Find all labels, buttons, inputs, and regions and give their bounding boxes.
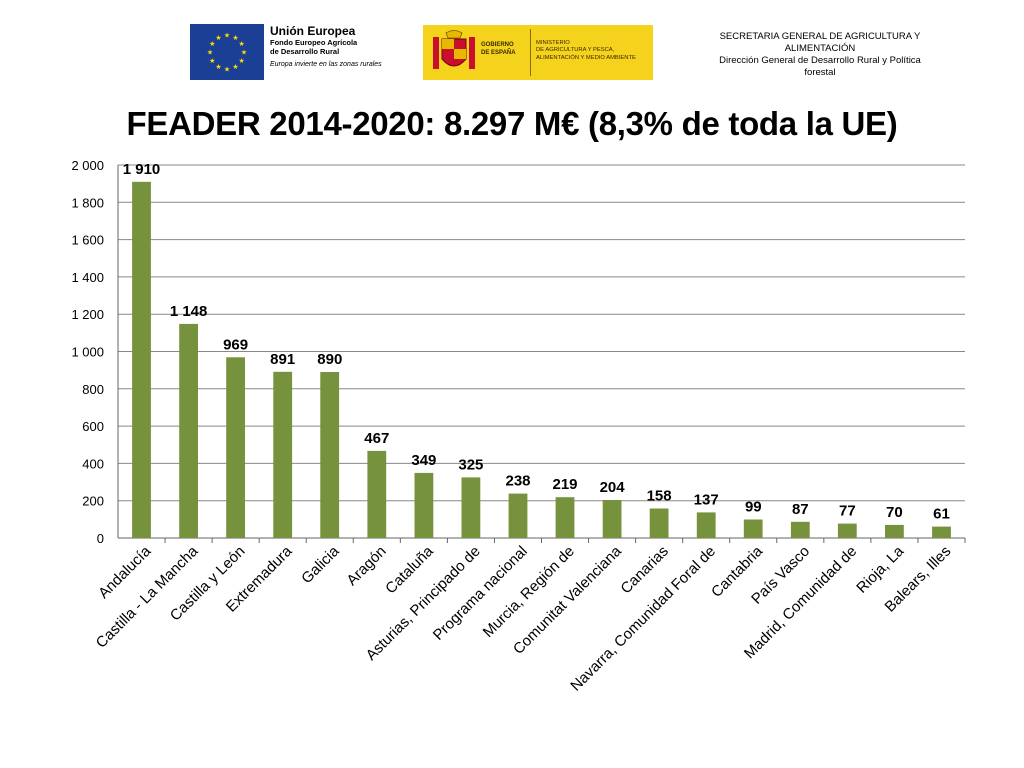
y-tick-label: 2 000 bbox=[71, 158, 104, 173]
y-tick-label: 1 600 bbox=[71, 233, 104, 248]
spain-government-logo: GOBIERNO DE ESPAÑA MINISTERIO DE AGRICUL… bbox=[423, 25, 653, 80]
y-tick-label: 1 200 bbox=[71, 307, 104, 322]
y-tick-label: 600 bbox=[82, 419, 104, 434]
eu-star-icon: ★ bbox=[239, 57, 245, 65]
chart-title: FEADER 2014-2020: 8.297 M€ (8,3% de toda… bbox=[126, 105, 898, 142]
y-tick-label: 800 bbox=[82, 382, 104, 397]
data-label: 238 bbox=[505, 473, 530, 490]
eu-fund-line2: de Desarrollo Rural bbox=[270, 47, 340, 56]
eu-logo: ★ ★ ★ ★ ★ ★ ★ ★ ★ ★ ★ ★ Unión Europea Fondo Europeo… bbox=[190, 24, 400, 82]
data-label: 87 bbox=[792, 501, 809, 518]
data-label: 204 bbox=[600, 479, 626, 496]
eu-star-icon: ★ bbox=[241, 49, 247, 57]
data-label: 467 bbox=[364, 430, 389, 447]
bar bbox=[555, 497, 575, 538]
y-tick-label: 0 bbox=[97, 531, 104, 546]
ministerio-text: MINISTERIO DE AGRICULTURA Y PESCA, ALIME… bbox=[536, 40, 651, 62]
bar bbox=[320, 372, 340, 538]
data-label: 219 bbox=[552, 476, 577, 493]
eu-star-icon: ★ bbox=[209, 57, 215, 65]
direccion-line2: forestal bbox=[804, 67, 836, 78]
eu-star-icon: ★ bbox=[232, 34, 238, 42]
bar bbox=[461, 477, 481, 538]
data-label: 890 bbox=[317, 351, 342, 368]
x-tick-label: Aragón bbox=[343, 543, 389, 589]
eu-star-icon: ★ bbox=[209, 40, 215, 48]
bar bbox=[508, 493, 528, 538]
x-tick-label: Galicia bbox=[298, 542, 343, 587]
data-label: 969 bbox=[223, 336, 248, 353]
bar bbox=[179, 323, 198, 538]
eu-star-icon: ★ bbox=[215, 63, 221, 71]
coat-of-arms-icon bbox=[433, 30, 475, 69]
logo-divider bbox=[530, 29, 531, 76]
ministerio-line3: ALIMENTACIÓN Y MEDIO AMBIENTE bbox=[536, 54, 636, 61]
y-tick-label: 200 bbox=[82, 494, 104, 509]
data-label: 1 148 bbox=[170, 303, 208, 320]
eu-slogan: Europa invierte en las zonas rurales bbox=[270, 61, 382, 68]
y-tick-label: 1 800 bbox=[71, 195, 104, 210]
bar bbox=[790, 521, 810, 538]
eu-star-icon: ★ bbox=[215, 34, 221, 42]
bar bbox=[132, 181, 151, 539]
eu-star-icon: ★ bbox=[232, 63, 238, 71]
y-tick-label: 1 400 bbox=[71, 270, 104, 285]
bar bbox=[602, 500, 622, 538]
data-label: 70 bbox=[886, 504, 903, 521]
data-label: 137 bbox=[694, 491, 719, 508]
eu-star-icon: ★ bbox=[224, 32, 230, 40]
gobierno-text: GOBIERNO DE ESPAÑA bbox=[481, 41, 539, 57]
eu-flag-icon: ★ ★ ★ ★ ★ ★ ★ ★ ★ ★ ★ ★ bbox=[190, 24, 264, 80]
bar bbox=[885, 524, 904, 538]
data-label: 325 bbox=[458, 456, 483, 473]
bar bbox=[367, 450, 387, 538]
bar bbox=[414, 472, 434, 538]
bar bbox=[649, 508, 669, 538]
secretaria-block: SECRETARIA GENERAL DE AGRICULTURA Y ALIM… bbox=[700, 31, 940, 79]
bar bbox=[273, 371, 293, 538]
data-label: 1 910 bbox=[123, 161, 161, 178]
ministerio-line1: MINISTERIO bbox=[536, 40, 570, 46]
y-tick-label: 400 bbox=[82, 456, 104, 471]
bar bbox=[226, 357, 245, 538]
ministerio-line2: DE AGRICULTURA Y PESCA, bbox=[536, 47, 615, 54]
data-label: 61 bbox=[933, 506, 950, 523]
data-label: 891 bbox=[270, 351, 295, 368]
bar bbox=[837, 523, 857, 538]
data-label: 349 bbox=[411, 452, 436, 469]
direccion-line1: Dirección General de Desarrollo Rural y … bbox=[719, 55, 921, 66]
bar bbox=[743, 519, 763, 538]
secretaria-line1: SECRETARIA GENERAL DE AGRICULTURA Y bbox=[719, 31, 921, 42]
eu-star-icon: ★ bbox=[207, 49, 213, 57]
secretaria-line2: ALIMENTACIÓN bbox=[784, 43, 856, 54]
bar bbox=[696, 512, 716, 538]
data-label: 158 bbox=[647, 488, 672, 505]
bar bbox=[932, 526, 951, 538]
data-label: 99 bbox=[745, 499, 762, 516]
gobierno-line1: GOBIERNO bbox=[481, 42, 514, 48]
gobierno-line2: DE ESPAÑA bbox=[481, 50, 516, 56]
eu-title: Unión Europea bbox=[270, 24, 356, 38]
eu-fund-line1: Fondo Europeo Agrícola bbox=[270, 38, 358, 47]
eu-star-icon: ★ bbox=[224, 66, 230, 74]
y-tick-label: 1 000 bbox=[71, 345, 104, 360]
eu-star-icon: ★ bbox=[239, 40, 245, 48]
data-label: 77 bbox=[839, 503, 856, 520]
eu-logo-text: Unión Europea Fondo Europeo Agrícola de … bbox=[270, 24, 405, 70]
